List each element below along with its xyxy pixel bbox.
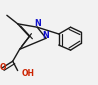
Text: O: O bbox=[0, 63, 6, 72]
Text: N: N bbox=[43, 31, 49, 40]
Text: OH: OH bbox=[22, 69, 35, 78]
Text: N: N bbox=[34, 19, 41, 28]
